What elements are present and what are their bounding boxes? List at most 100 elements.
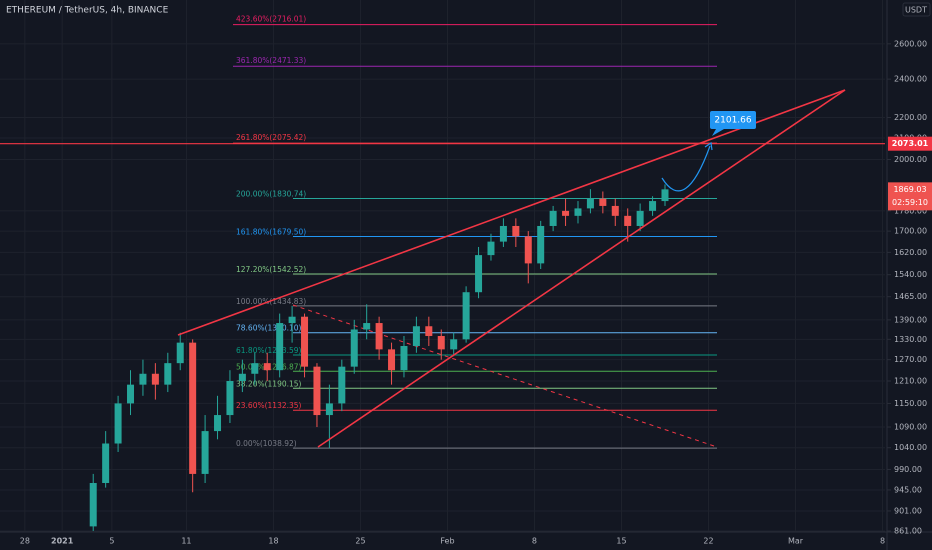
candle-body (201, 431, 209, 474)
candle-body (226, 380, 234, 416)
fib-label: 161.80%(1679.50) (236, 227, 306, 236)
axes: 861.00 901.00 945.00 990.00 1040.00 1090.00 11… (20, 39, 932, 546)
callout-pointer (712, 129, 724, 136)
price-axis-bg (887, 0, 932, 550)
y-tick-label: 2400.00 (894, 75, 927, 84)
candle-body (661, 189, 669, 202)
candle-body (487, 241, 495, 256)
candle-body (574, 208, 582, 216)
y-tick-label: 1090.00 (894, 423, 927, 432)
candle-body (499, 225, 507, 242)
y-tick-label: 1390.00 (894, 315, 927, 324)
candle-body (611, 205, 619, 216)
callout-text: 2101.66 (714, 116, 751, 126)
candle-body (562, 210, 570, 216)
y-tick-label: 861.00 (894, 526, 922, 535)
candle-body (512, 225, 520, 237)
candles (89, 184, 669, 531)
y-tick-label: 1540.00 (894, 270, 927, 279)
price-tag (888, 136, 932, 151)
candle-body (301, 316, 309, 367)
last-price-label: 1869.03 (893, 185, 926, 194)
candle-body (462, 292, 470, 340)
candle-body (425, 326, 433, 337)
y-tick-label: 945.00 (894, 485, 922, 494)
candle-body (325, 403, 333, 416)
candle-body (400, 345, 408, 371)
candle-body (524, 236, 532, 264)
lower-trendline (317, 89, 846, 448)
candle-body (437, 336, 445, 350)
chart-title: ETHEREUM / TetherUS, 4h, BINANCE (6, 6, 169, 16)
projection-arrow (661, 145, 711, 192)
candle-body (263, 363, 271, 371)
fib-label: 200.00%(1830.74) (236, 189, 306, 198)
time-axis-bg (0, 532, 932, 550)
last-price-tag (888, 182, 932, 211)
fib-label: 361.80%(2471.33) (236, 56, 306, 65)
fib-label: 78.60%(1350.10) (236, 324, 302, 333)
candle-body (412, 326, 420, 346)
price-tag-label: 2073.01 (892, 139, 929, 148)
x-tick-label: 2021 (51, 537, 74, 546)
x-tick-label: Feb (440, 537, 454, 546)
x-tick-label: 5 (109, 537, 114, 546)
fib-label: 23.60%(1132.35) (236, 401, 302, 410)
y-tick-label: 1210.00 (894, 376, 927, 385)
x-tick-label: 8 (532, 537, 537, 546)
y-tick-label: 1700.00 (894, 227, 927, 236)
candle-body (537, 225, 545, 264)
x-tick-label: 8 (880, 537, 885, 546)
candle-body (450, 339, 458, 350)
y-tick-label: 1270.00 (894, 355, 927, 364)
y-tick-label: 1780.00 (894, 206, 927, 215)
fib-label: 61.80%(1283.59) (236, 346, 302, 355)
x-tick-label: 18 (268, 537, 278, 546)
candle-body (102, 443, 110, 484)
candle-body (127, 384, 135, 404)
candle-body (238, 373, 246, 381)
candle-body (276, 323, 284, 371)
y-tick-label: 1040.00 (894, 443, 927, 452)
fib-label: 38.20%(1190.15) (236, 379, 302, 388)
upper-trendline (177, 89, 846, 336)
candle-body (164, 363, 172, 385)
unit-box (902, 2, 931, 17)
arrow-head (704, 141, 713, 151)
candle-body (251, 363, 259, 374)
candle-body (151, 373, 159, 385)
unit-label: USDT (905, 6, 927, 15)
x-tick-label: Mar (788, 537, 804, 546)
candle-body (288, 316, 296, 324)
x-tick-label: 11 (181, 537, 191, 546)
y-tick-label: 2600.00 (894, 39, 927, 48)
candle-body (636, 210, 644, 226)
y-tick-label: 1465.00 (894, 292, 927, 301)
x-tick-label: 28 (20, 537, 30, 546)
candle-body (475, 255, 483, 293)
candle-body (176, 342, 184, 364)
candle-body (338, 366, 346, 404)
candle-body (214, 415, 222, 432)
candle-body (599, 198, 607, 206)
y-tick-label: 1150.00 (894, 399, 927, 408)
y-tick-label: 2000.00 (894, 155, 927, 164)
fib-label: 261.80%(2075.42) (236, 133, 306, 142)
fib-label: 423.60%(2716.01) (236, 15, 306, 24)
fib-label: 127.20%(1542.52) (236, 265, 306, 274)
candle-body (549, 210, 557, 226)
x-tick-label: 15 (616, 537, 626, 546)
candle-body (114, 403, 122, 444)
y-tick-label: 901.00 (894, 506, 922, 515)
y-tick-label: 2200.00 (894, 113, 927, 122)
candle-body (363, 323, 371, 330)
candle-body (375, 323, 383, 350)
candle-body (586, 198, 594, 209)
fib-label: 0.00%(1038.92) (236, 439, 297, 448)
candle-body (350, 329, 358, 367)
candle-body (189, 342, 197, 474)
candle-body (89, 483, 97, 527)
candle-body (649, 201, 657, 211)
candle-body (139, 373, 147, 385)
